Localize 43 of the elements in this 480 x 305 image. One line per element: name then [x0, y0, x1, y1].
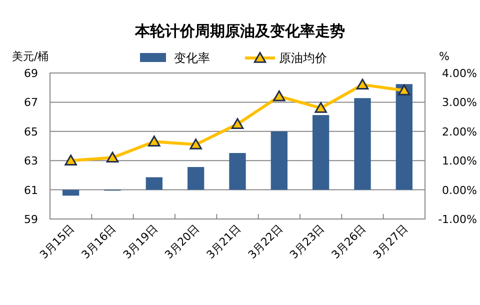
y2-tick-label: -1.00%: [438, 213, 477, 226]
legend-label: 变化率: [174, 51, 210, 65]
y-tick-label: 65: [24, 125, 38, 138]
y-axis-title: 美元/桶: [12, 50, 49, 63]
y-tick-label: 63: [24, 154, 38, 168]
y2-axis-title: %: [439, 50, 450, 63]
point: [231, 118, 244, 129]
y2-tick-label: 0.00%: [442, 184, 477, 197]
y-tick-label: 61: [24, 184, 38, 197]
y-tick-label: 67: [24, 96, 38, 110]
point: [273, 90, 286, 102]
y-tick-label: 59: [24, 213, 38, 226]
y2-tick-label: 1.00%: [442, 154, 477, 168]
y-tick-label: 69: [24, 67, 38, 80]
point: [314, 102, 327, 113]
bar: [146, 177, 162, 190]
point: [64, 154, 77, 166]
x-tick-label: 3月22日: [246, 222, 286, 262]
y2-tick-label: 3.00%: [442, 96, 477, 110]
bar: [312, 115, 330, 190]
x-tick-label: 3月21日: [204, 222, 244, 262]
x-tick-label: 3月20日: [162, 222, 202, 262]
x-tick-label: 3月19日: [120, 222, 160, 262]
point: [106, 152, 119, 163]
bar: [270, 131, 288, 190]
y2-tick-label: 4.00%: [442, 67, 477, 80]
bar: [229, 153, 246, 190]
chart-title: 本轮计价周期原油及变化率走势: [134, 22, 345, 40]
x-tick-label: 3月27日: [370, 222, 410, 262]
point: [398, 84, 410, 96]
bar: [396, 84, 412, 190]
bar: [188, 167, 204, 190]
point: [190, 138, 202, 150]
legend-label: 原油均价: [279, 51, 327, 65]
bar: [62, 190, 80, 196]
x-tick-label: 3月26日: [329, 222, 369, 262]
point: [148, 136, 160, 146]
y2-tick-label: 2.00%: [442, 125, 477, 138]
x-tick-label: 3月23日: [287, 222, 327, 262]
x-tick-label: 3月16日: [79, 222, 119, 262]
x-tick-label: 3月15日: [37, 222, 77, 262]
bar: [354, 98, 371, 190]
point: [356, 78, 369, 90]
